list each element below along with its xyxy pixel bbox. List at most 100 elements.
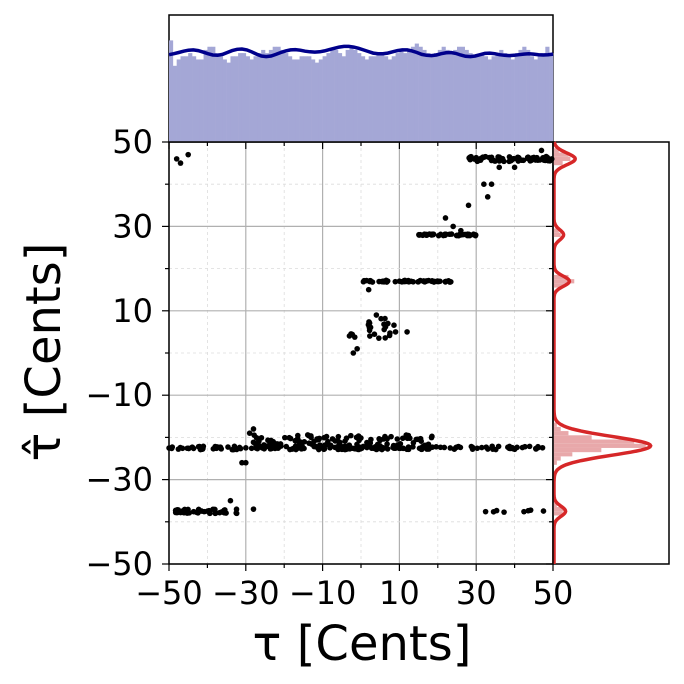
- scatter-point: [465, 202, 472, 209]
- scatter-point: [354, 345, 360, 352]
- scatter-point: [323, 433, 330, 440]
- top-histogram-bar: [480, 53, 485, 142]
- top-histogram-bar: [483, 56, 489, 142]
- top-histogram-bar: [506, 56, 512, 142]
- top-histogram-bar: [318, 59, 323, 143]
- right-histogram-bar: [553, 456, 561, 461]
- top-histogram-bar: [203, 49, 208, 142]
- scatter-point: [384, 436, 390, 442]
- top-histogram-bar: [172, 65, 177, 142]
- top-histogram-bar: [261, 49, 266, 142]
- top-histogram-bar: [476, 56, 481, 142]
- scatter-point: [511, 164, 518, 171]
- top-histogram-bar: [368, 56, 373, 142]
- scatter-point: [405, 444, 412, 450]
- top-histogram-bar: [311, 59, 316, 143]
- scatter-point: [376, 335, 382, 341]
- scatter-point: [515, 154, 522, 161]
- top-histogram-bar: [391, 56, 396, 142]
- scatter-point: [447, 445, 454, 451]
- scatter-point: [296, 439, 302, 445]
- right-histogram-bar: [553, 435, 592, 440]
- scatter-point: [250, 439, 257, 446]
- top-histogram-bar: [169, 40, 174, 142]
- scatter-point: [348, 432, 354, 439]
- scatter-point: [496, 164, 503, 171]
- scatter-point: [478, 444, 485, 451]
- scatter-point: [365, 321, 372, 328]
- scatter-point: [501, 509, 507, 515]
- scatter-point: [458, 227, 464, 234]
- scatter-point: [541, 157, 547, 164]
- scatter-point: [384, 446, 391, 452]
- top-histogram-bar: [349, 46, 354, 142]
- scatter-point: [469, 444, 476, 451]
- scatter-point: [507, 445, 513, 452]
- top-histogram-bar: [372, 56, 377, 142]
- scatter-point: [349, 331, 356, 338]
- scatter-point: [377, 437, 383, 444]
- scatter-point: [265, 437, 271, 444]
- top-histogram-bar: [495, 53, 500, 142]
- scatter-point: [417, 435, 424, 442]
- scatter-point: [350, 350, 357, 356]
- top-histogram-bar: [499, 49, 504, 142]
- scatter-point: [384, 441, 390, 447]
- x-tick-label: 30: [456, 574, 497, 612]
- scatter-point: [365, 286, 372, 293]
- top-histogram-bar: [238, 53, 243, 142]
- top-histogram-bar: [357, 53, 362, 142]
- scatter-point: [416, 232, 423, 238]
- scatter-point: [335, 433, 342, 440]
- top-histogram-bar: [268, 49, 273, 142]
- right-histogram-bar: [553, 156, 571, 161]
- scatter-point: [413, 436, 420, 443]
- right-histogram-bar: [553, 426, 561, 432]
- scatter-point: [511, 446, 518, 453]
- top-histogram-bar: [529, 56, 535, 142]
- scatter-point: [441, 444, 448, 451]
- top-marginal-panel: [168, 14, 554, 143]
- y-axis-label: τ̂ [Cents]: [16, 243, 72, 462]
- scatter-point: [332, 444, 338, 451]
- scatter-point: [179, 445, 186, 452]
- scatter-point: [354, 446, 361, 453]
- top-histogram-bar: [380, 53, 385, 142]
- right-histogram-bar: [553, 279, 575, 284]
- top-histogram-bar: [472, 56, 477, 142]
- scatter-point: [213, 445, 220, 452]
- top-histogram-bar: [199, 59, 204, 143]
- right-histogram-bar: [553, 283, 565, 288]
- top-histogram-bar: [353, 49, 358, 142]
- top-histogram-bar: [453, 49, 458, 142]
- scatter-point: [172, 507, 179, 514]
- scatter-point: [195, 506, 202, 513]
- scatter-point: [492, 158, 498, 164]
- scatter-point: [428, 278, 435, 285]
- scatter-point: [434, 278, 441, 284]
- scatter-point: [470, 231, 477, 238]
- scatter-point: [368, 436, 374, 443]
- right-marginal-frame: [552, 141, 670, 565]
- scatter-point: [435, 232, 442, 239]
- top-histogram-bar: [230, 56, 235, 142]
- scatter-point: [329, 436, 336, 442]
- top-histogram-bar: [218, 56, 224, 142]
- scatter-point: [286, 434, 293, 441]
- top-histogram-bar: [376, 53, 381, 142]
- top-histogram-bar: [514, 53, 519, 142]
- scatter-point: [520, 157, 527, 164]
- right-histogram-bar: [553, 148, 559, 153]
- scatter-point: [367, 443, 373, 450]
- top-histogram-bar: [188, 53, 193, 142]
- scatter-point: [540, 508, 547, 514]
- y-tick-label: −50: [85, 545, 153, 583]
- scatter-point: [308, 433, 314, 439]
- top-histogram-bar: [437, 49, 442, 142]
- scatter-point: [337, 439, 343, 446]
- top-histogram-bar: [549, 53, 554, 142]
- top-histogram-bar: [457, 46, 462, 142]
- top-histogram-bar: [407, 49, 412, 142]
- top-histogram-bar: [403, 53, 408, 142]
- scatter-point: [295, 443, 301, 449]
